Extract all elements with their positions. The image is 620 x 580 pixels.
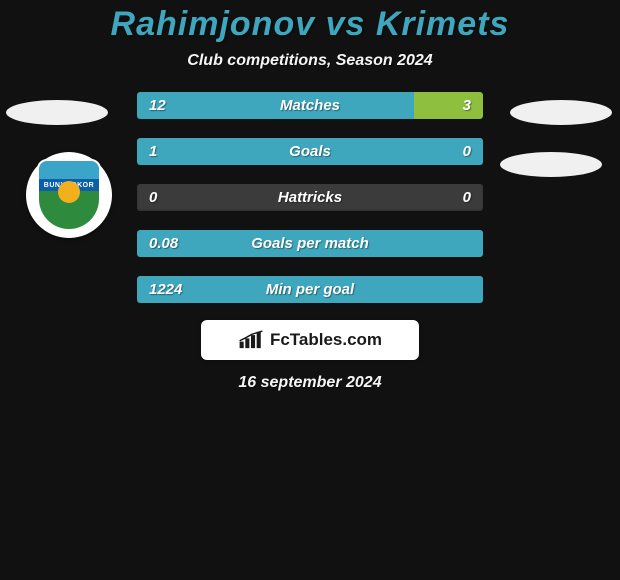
stat-bar: 1224Min per goal [137, 276, 483, 303]
badge-text: BUNYODKOR [39, 179, 99, 191]
club-badge-shield: BUNYODKOR [37, 159, 101, 231]
stat-label: Hattricks [197, 189, 423, 206]
page-title: Rahimjonov vs Krimets [111, 5, 510, 44]
chart-icon [238, 329, 264, 351]
stat-right-value: 0 [423, 143, 483, 160]
stats-area: BUNYODKOR 12Matches31Goals00Hattricks00.… [0, 92, 620, 303]
stat-left-value: 0.08 [137, 235, 197, 252]
stat-label: Matches [197, 97, 423, 114]
stat-left-value: 1224 [137, 281, 197, 298]
club-badge: BUNYODKOR [26, 152, 112, 238]
stat-label: Goals [197, 143, 423, 160]
right-oval-2 [500, 152, 602, 177]
stat-left-value: 1 [137, 143, 197, 160]
footer-date: 16 september 2024 [238, 374, 381, 392]
badge-field [39, 191, 99, 231]
stat-bars: 12Matches31Goals00Hattricks00.08Goals pe… [137, 92, 483, 303]
stat-right-value: 0 [423, 189, 483, 206]
branding-text: FcTables.com [270, 330, 382, 350]
stat-left-value: 12 [137, 97, 197, 114]
left-oval-1 [6, 100, 108, 125]
stat-bar: 0.08Goals per match [137, 230, 483, 257]
stat-right-value: 3 [423, 97, 483, 114]
stat-bar: 1Goals0 [137, 138, 483, 165]
badge-top-stripe [39, 161, 99, 179]
stat-bar: 12Matches3 [137, 92, 483, 119]
stat-bar: 0Hattricks0 [137, 184, 483, 211]
stat-left-value: 0 [137, 189, 197, 206]
branding-pill: FcTables.com [201, 320, 419, 360]
stat-label: Goals per match [197, 235, 423, 252]
badge-sun-icon [58, 181, 80, 203]
stat-label: Min per goal [197, 281, 423, 298]
page-subtitle: Club competitions, Season 2024 [187, 52, 432, 70]
right-oval-1 [510, 100, 612, 125]
page-container: Rahimjonov vs Krimets Club competitions,… [0, 0, 620, 580]
